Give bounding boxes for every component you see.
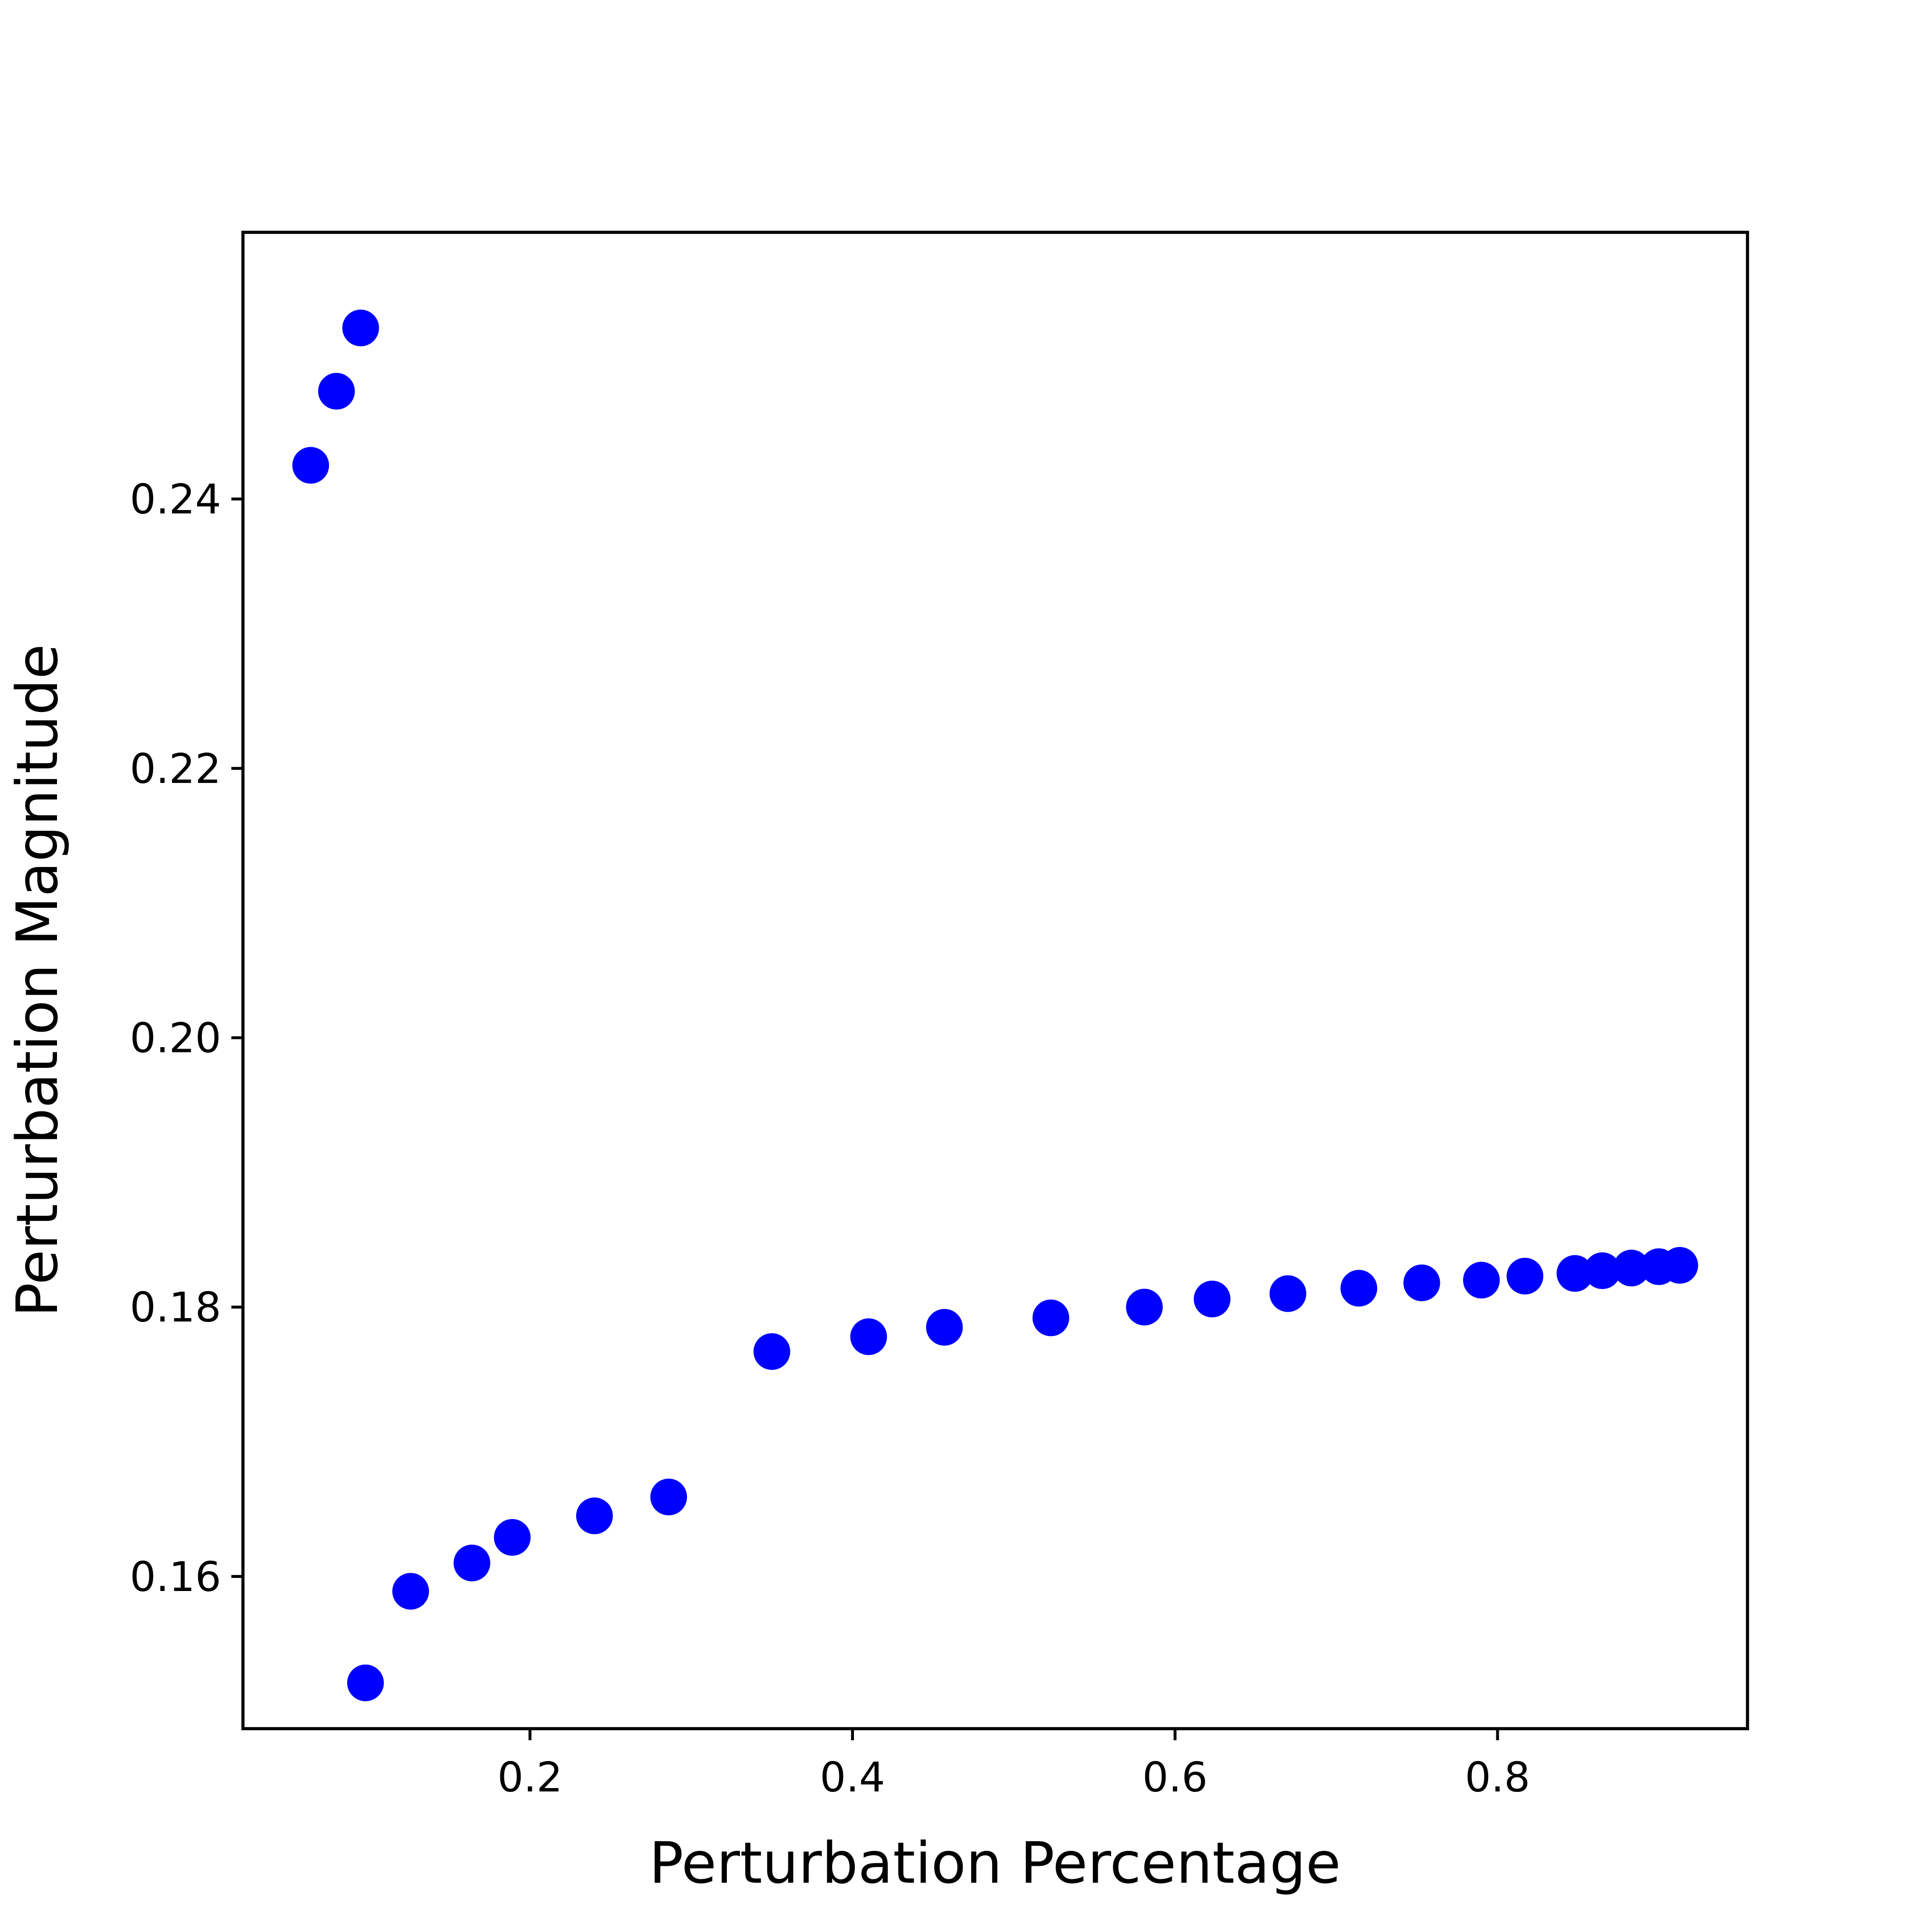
data-point: [1613, 1250, 1650, 1287]
data-point: [347, 1664, 384, 1702]
data-point: [1403, 1264, 1440, 1302]
x-tick-label: 0.8: [1465, 1754, 1530, 1802]
x-tick-label: 0.6: [1142, 1754, 1208, 1802]
data-point: [926, 1309, 963, 1346]
data-point: [454, 1545, 491, 1582]
data-point: [650, 1478, 687, 1516]
points-layer: [292, 309, 1698, 1702]
x-tick-label: 0.4: [820, 1754, 885, 1802]
y-axis-label: Perturbation Magnitude: [4, 644, 71, 1317]
data-point: [292, 447, 329, 484]
data-point: [392, 1573, 429, 1610]
y-tick-label: 0.16: [130, 1553, 221, 1601]
x-tick-label: 0.2: [497, 1754, 563, 1802]
data-point: [1661, 1247, 1698, 1284]
data-point: [1340, 1270, 1378, 1307]
data-point: [1193, 1280, 1231, 1318]
data-point: [1463, 1262, 1500, 1299]
ticks-layer: 0.2 0.4 0.6 0.8 0.16 0.18 0.20 0.22 0.24: [130, 476, 1530, 1802]
data-point: [1506, 1258, 1544, 1295]
y-tick-label: 0.18: [130, 1284, 221, 1332]
data-point: [1126, 1289, 1163, 1326]
data-point: [1556, 1255, 1593, 1292]
plot-frame: [241, 230, 1749, 1731]
y-tick-label: 0.20: [130, 1015, 221, 1063]
data-point: [342, 309, 379, 346]
data-point: [1269, 1275, 1307, 1312]
data-point: [850, 1318, 887, 1355]
data-point: [318, 373, 355, 410]
y-tick-label: 0.22: [130, 745, 221, 793]
data-point: [494, 1519, 531, 1556]
data-point: [1584, 1252, 1621, 1289]
x-axis-label: Perturbation Percentage: [649, 1830, 1341, 1896]
data-point: [576, 1497, 613, 1534]
y-tick-label: 0.24: [130, 476, 221, 524]
data-point: [1032, 1299, 1069, 1336]
data-point: [753, 1333, 791, 1370]
